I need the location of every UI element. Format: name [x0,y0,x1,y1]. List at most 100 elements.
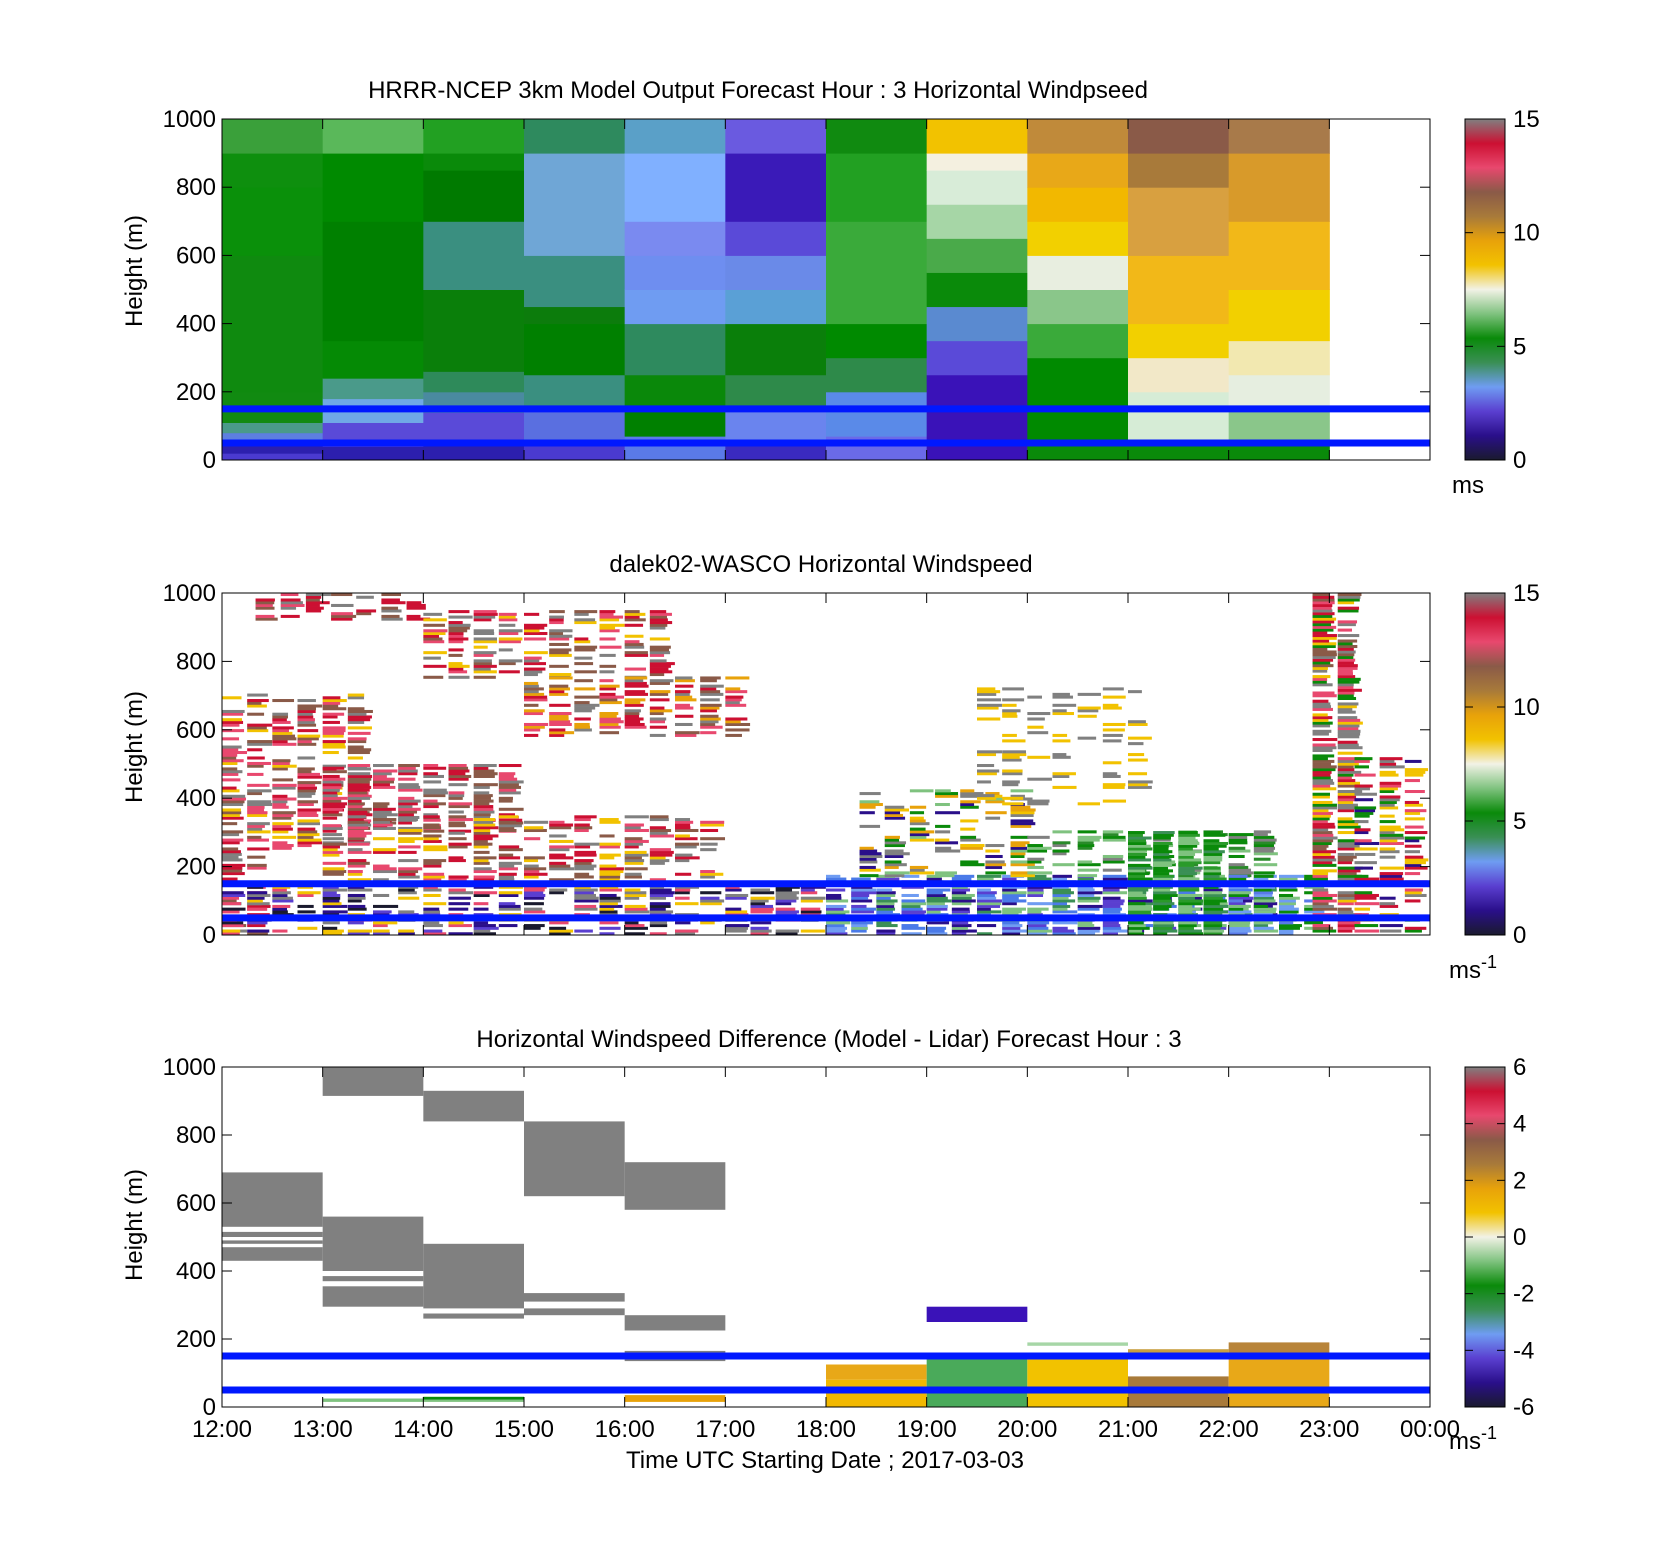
colorbar-tick-label: -4 [1513,1337,1534,1364]
lidar-return [951,877,972,881]
lidar-return [1027,799,1050,803]
lidar-return [1253,926,1274,930]
lidar-return [624,815,649,819]
lidar-return [1153,877,1173,881]
lidar-return [675,818,691,822]
lidar-return [1404,817,1425,821]
lidar-return [649,618,668,622]
lidar-return [247,808,265,812]
lidar-return [1312,724,1331,728]
lidar-return [1312,707,1333,711]
lidar-return [1379,825,1401,829]
difference-cell [624,1395,726,1402]
lidar-return [297,737,319,741]
lidar-return [347,834,367,838]
lidar-return [935,841,959,845]
lidar-return [624,859,645,863]
lidar-return [977,893,995,897]
lidar-return [1228,868,1252,872]
lidar-return [1379,828,1405,832]
colorbar-gradient [1464,118,1506,461]
lidar-return [1279,910,1299,914]
lidar-return [473,796,491,800]
lidar-return [1128,852,1148,856]
y-tick-label: 600 [176,242,216,269]
lidar-return [347,731,371,735]
lidar-return [1312,861,1333,865]
heatmap-cell [1128,442,1230,461]
lidar-return [1178,858,1202,862]
lidar-return [1052,712,1074,716]
heatmap-cell [423,412,525,441]
heatmap-cell [1228,119,1330,154]
lidar-return [1312,768,1336,772]
lidar-return [1337,929,1353,933]
lidar-return [700,720,719,724]
lidar-return [649,637,670,641]
lidar-return [700,709,717,713]
lidar-return [473,929,491,933]
lidar-return [649,623,668,627]
lidar-return [599,864,617,868]
lidar-return [1404,893,1427,897]
lidar-return [574,853,597,857]
lidar-return [1379,872,1404,876]
lidar-return [977,690,1001,694]
lidar-return [448,837,467,841]
lidar-return [297,767,315,771]
lidar-return [322,829,337,833]
lidar-return [524,826,544,830]
lidar-return [1379,850,1400,854]
lidar-return [1337,759,1358,763]
lidar-return [649,904,671,908]
lidar-return [1102,926,1122,930]
lidar-return [750,910,773,914]
lidar-return [423,826,441,830]
heatmap-cell [725,374,827,410]
lidar-return [700,848,717,852]
lidar-return [675,828,699,833]
lidar-return [398,788,423,792]
lidar-return [1102,932,1118,936]
lidar-return [423,631,446,636]
lidar-return [1337,743,1359,747]
lidar-return [448,791,465,795]
lidar-return [1010,849,1028,853]
lidar-return [1337,650,1356,654]
lidar-return [901,874,920,878]
lidar-return [247,921,268,925]
lidar-return [549,714,569,718]
lidar-return [599,610,616,614]
lidar-return [599,932,615,936]
lidar-return [574,637,589,641]
lidar-return [524,896,545,900]
lidar-return [649,612,672,616]
lidar-return [1379,757,1403,761]
lidar-return [247,740,273,744]
heatmap-cell [624,153,726,222]
lidar-return [473,815,491,820]
lidar-return [624,714,640,718]
lidar-return [884,860,902,864]
lidar-return [1002,921,1020,925]
lidar-return [876,904,895,908]
lidar-return [1312,647,1328,651]
lidar-return [826,893,842,897]
lidar-return [700,690,721,694]
lidar-return [1027,725,1044,729]
lidar-return [649,651,671,655]
lidar-return [272,841,288,845]
lidar-return [1153,902,1168,906]
lidar-return [800,929,825,933]
lidar-return [1312,713,1328,717]
lidar-return [1253,841,1276,845]
lidar-return [347,929,373,933]
lidar-return [322,726,346,730]
lidar-return [297,808,321,812]
lidar-return [624,653,649,657]
lidar-return [675,885,700,889]
lidar-return [423,629,448,633]
lidar-return [347,780,370,784]
lidar-return [624,651,648,655]
lidar-return [909,830,935,834]
